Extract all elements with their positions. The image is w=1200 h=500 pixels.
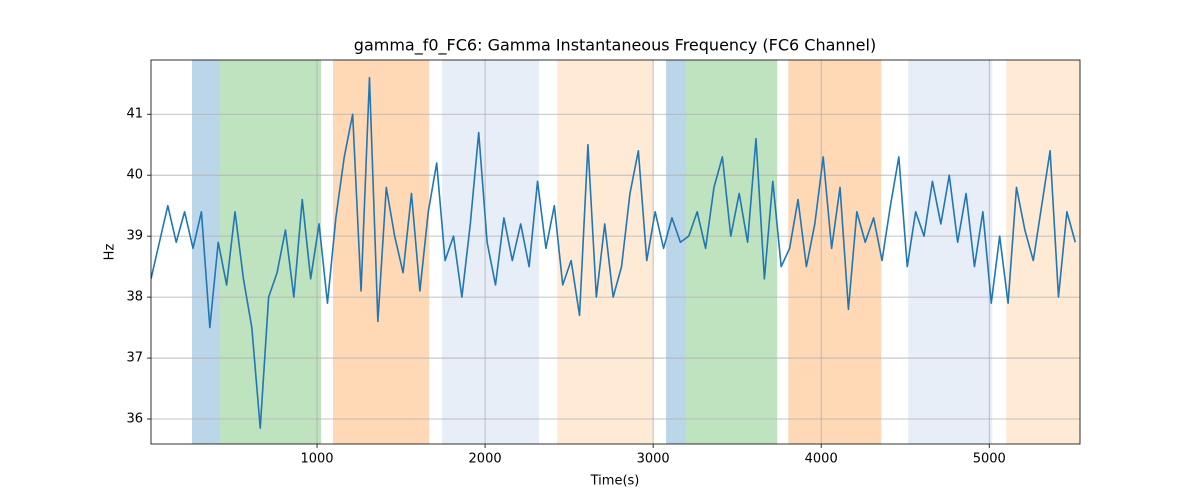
y-axis-label: Hz <box>103 244 118 261</box>
x-tick-label: 1000 <box>300 452 333 467</box>
shaded-span <box>908 60 993 444</box>
shaded-span <box>1006 60 1080 444</box>
y-tick-label: 37 <box>126 351 143 366</box>
x-axis-label: Time(s) <box>590 474 640 489</box>
x-tick-label: 4000 <box>805 452 838 467</box>
shaded-span <box>788 60 882 444</box>
shaded-span <box>192 60 221 444</box>
shaded-span <box>333 60 430 444</box>
y-tick-label: 38 <box>126 290 143 305</box>
shaded-span <box>666 60 687 444</box>
plot-frame <box>150 59 1081 445</box>
chart-title: gamma_f0_FC6: Gamma Instantaneous Freque… <box>354 36 876 56</box>
y-tick-label: 41 <box>126 107 143 122</box>
shaded-span <box>442 60 540 444</box>
x-tick-label: 5000 <box>973 452 1006 467</box>
x-tick-label: 3000 <box>637 452 670 467</box>
x-tick-label: 2000 <box>469 452 502 467</box>
data-line <box>151 76 1077 429</box>
shaded-span <box>557 60 654 444</box>
y-tick-label: 36 <box>126 412 143 427</box>
y-tick-label: 40 <box>126 168 143 183</box>
y-tick-label: 39 <box>126 229 143 244</box>
shaded-span <box>220 60 322 444</box>
